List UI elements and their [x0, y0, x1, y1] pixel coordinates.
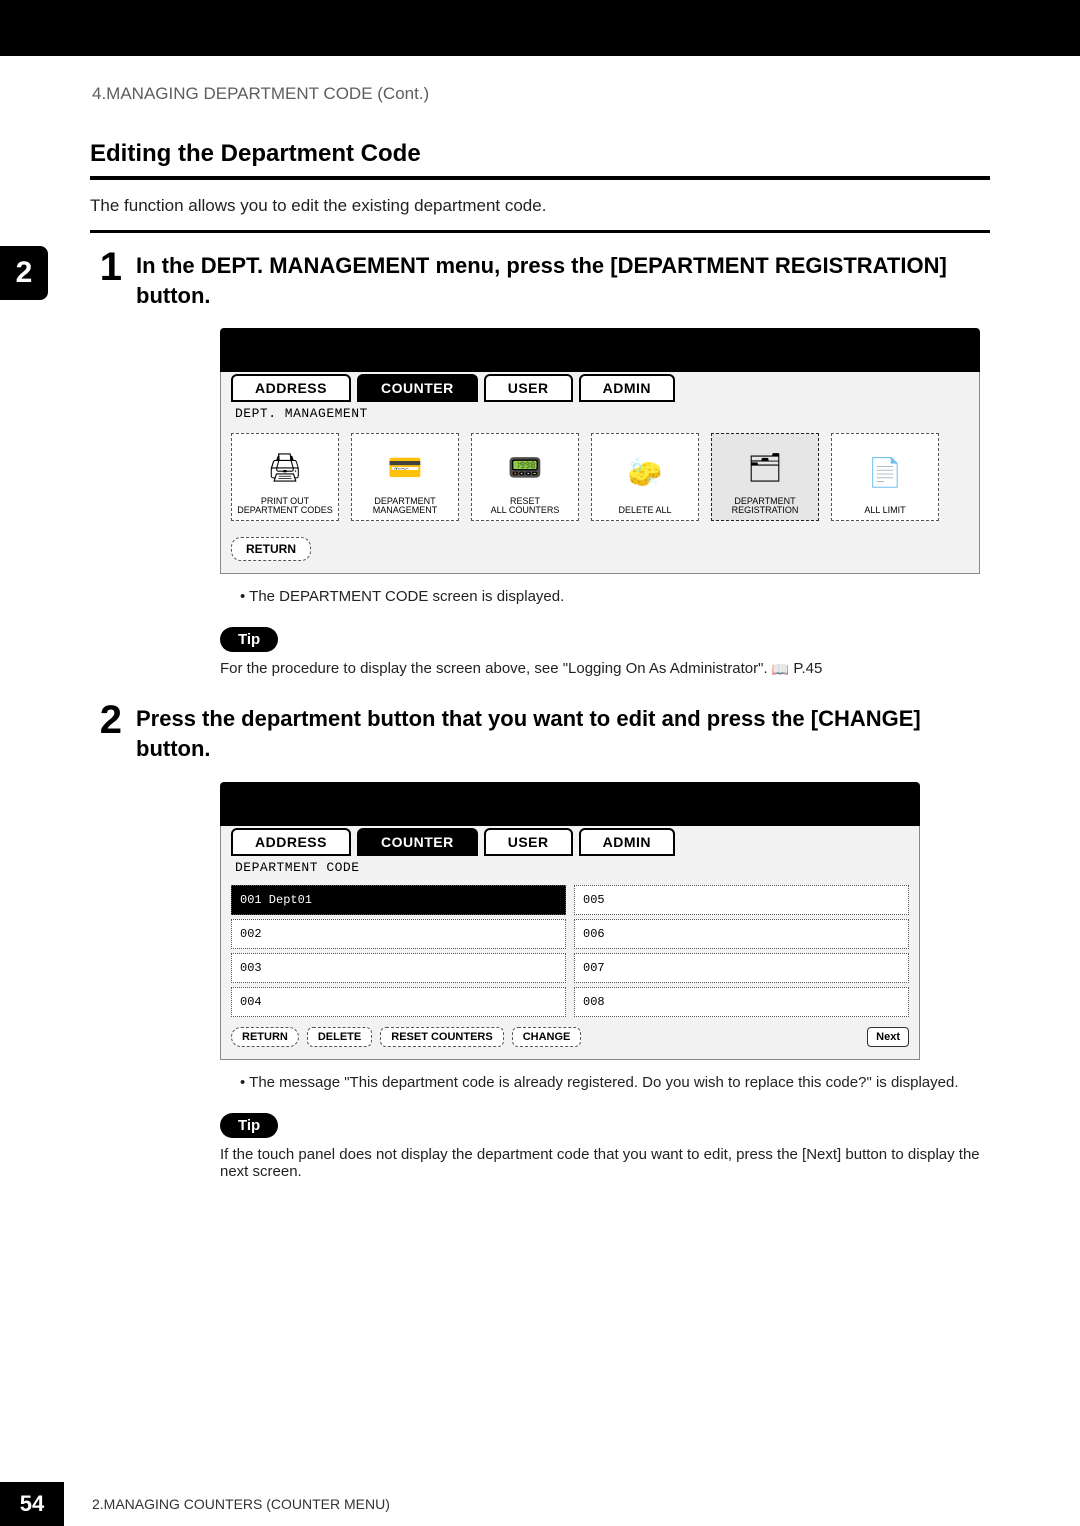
- btn-return-2[interactable]: RETURN: [231, 1027, 299, 1047]
- dept-cell-005[interactable]: 005: [574, 885, 909, 915]
- btn-change[interactable]: CHANGE: [512, 1027, 582, 1047]
- section-title: Editing the Department Code: [90, 140, 990, 168]
- dept-cell-007[interactable]: 007: [574, 953, 909, 983]
- page-number: 54: [0, 1482, 64, 1526]
- tab2-admin[interactable]: ADMIN: [579, 828, 675, 856]
- step1-bullet: The DEPARTMENT CODE screen is displayed.: [240, 588, 990, 605]
- eraser-icon: 🧽: [628, 438, 663, 506]
- btn-delete-all-label: DELETE ALL: [618, 506, 671, 516]
- rule-under-title: [90, 176, 990, 180]
- header-breadcrumb: 4.MANAGING DEPARTMENT CODE (Cont.): [0, 56, 1080, 104]
- btn-dept-reg-label: DEPARTMENTREGISTRATION: [732, 497, 799, 517]
- dept-cell-002[interactable]: 002: [231, 919, 566, 949]
- dept-cell-008[interactable]: 008: [574, 987, 909, 1017]
- tip-text-1: For the procedure to display the screen …: [220, 660, 990, 678]
- btn-print-out-codes[interactable]: 🖨 PRINT OUTDEPARTMENT CODES: [231, 433, 339, 521]
- btn-dept-management[interactable]: 💳 DEPARTMENTMANAGEMENT: [351, 433, 459, 521]
- tab2-user[interactable]: USER: [484, 828, 573, 856]
- btn-dept-mgmt-label: DEPARTMENTMANAGEMENT: [373, 497, 438, 517]
- step2-title: Press the department button that you wan…: [136, 700, 990, 763]
- section-intro: The function allows you to edit the exis…: [90, 196, 990, 216]
- tip-badge-2: Tip: [220, 1113, 278, 1138]
- btn-print-out-label: PRINT OUTDEPARTMENT CODES: [237, 497, 333, 517]
- footer-text: 2.MANAGING COUNTERS (COUNTER MENU): [92, 1496, 390, 1512]
- btn-reset-counters[interactable]: RESET COUNTERS: [380, 1027, 503, 1047]
- top-black-bar: [0, 0, 1080, 56]
- counter-icon: 📟: [508, 438, 543, 496]
- page-footer: 54 2.MANAGING COUNTERS (COUNTER MENU): [0, 1482, 1080, 1526]
- tip1-text-a: For the procedure to display the screen …: [220, 660, 772, 677]
- tip-text-2: If the touch panel does not display the …: [220, 1146, 990, 1180]
- step2-bullet: The message "This department code is alr…: [240, 1074, 990, 1091]
- step1-title: In the DEPT. MANAGEMENT menu, press the …: [136, 247, 990, 310]
- tab2-counter[interactable]: COUNTER: [357, 828, 478, 856]
- dept-cell-001[interactable]: 001 Dept01: [231, 885, 566, 915]
- btn-all-limit[interactable]: 📄 ALL LIMIT: [831, 433, 939, 521]
- tip-badge-1: Tip: [220, 627, 278, 652]
- step1-number: 1: [90, 247, 122, 287]
- btn-reset-all-counters[interactable]: 📟 RESETALL COUNTERS: [471, 433, 579, 521]
- card-icon: 💳: [388, 438, 423, 496]
- step2-screenshot: ADDRESS COUNTER USER ADMIN DEPARTMENT CO…: [220, 782, 920, 1060]
- limit-icon: 📄: [868, 438, 903, 506]
- rule-above-steps: [90, 230, 990, 233]
- btn-all-limit-label: ALL LIMIT: [864, 506, 905, 516]
- step1-subheader: DEPT. MANAGEMENT: [231, 402, 969, 427]
- tab-user[interactable]: USER: [484, 374, 573, 402]
- tab-address[interactable]: ADDRESS: [231, 374, 351, 402]
- dept-cell-003[interactable]: 003: [231, 953, 566, 983]
- dept-cell-004[interactable]: 004: [231, 987, 566, 1017]
- tab-admin[interactable]: ADMIN: [579, 374, 675, 402]
- step2-subheader: DEPARTMENT CODE: [231, 856, 909, 881]
- btn-dept-registration[interactable]: 🗂 DEPARTMENTREGISTRATION: [711, 433, 819, 521]
- dept-cell-006[interactable]: 006: [574, 919, 909, 949]
- step2-number: 2: [90, 700, 122, 740]
- btn-return-1[interactable]: RETURN: [231, 537, 311, 561]
- printer-icon: 🖨: [267, 438, 303, 496]
- chapter-badge: 2: [0, 246, 48, 300]
- btn-next[interactable]: Next: [867, 1027, 909, 1047]
- tab2-address[interactable]: ADDRESS: [231, 828, 351, 856]
- tip1-text-b: P.45: [793, 660, 822, 677]
- tab-counter[interactable]: COUNTER: [357, 374, 478, 402]
- btn-delete-all[interactable]: 🧽 DELETE ALL: [591, 433, 699, 521]
- btn-delete[interactable]: DELETE: [307, 1027, 372, 1047]
- btn-reset-all-label: RESETALL COUNTERS: [491, 497, 560, 517]
- book-icon: 📖: [772, 661, 789, 678]
- step1-screenshot: ADDRESS COUNTER USER ADMIN DEPT. MANAGEM…: [220, 328, 980, 574]
- register-icon: 🗂: [747, 438, 783, 496]
